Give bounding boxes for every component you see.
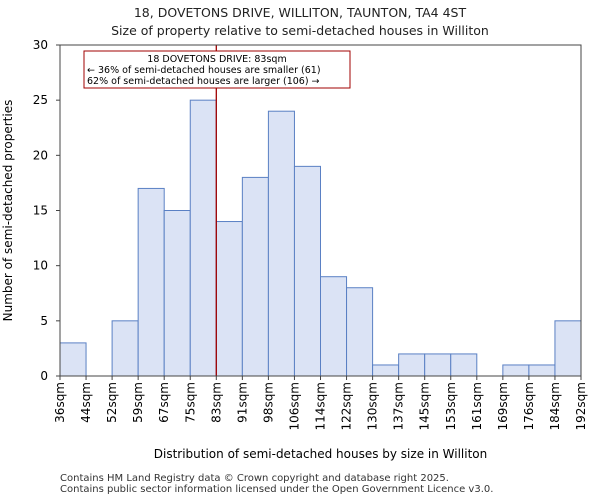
y-tick-label: 10 [33, 259, 48, 273]
x-tick-label: 176sqm [522, 382, 536, 430]
x-tick-label: 130sqm [366, 382, 380, 430]
bar-75sqm [189, 99, 217, 377]
x-tick-label: 161sqm [470, 382, 484, 430]
bar-67sqm [163, 210, 191, 377]
bar-130sqm [372, 364, 400, 377]
bar-145sqm [424, 353, 452, 377]
x-axis: 36sqm 44sqm 52sqm 59sqm 67sqm 75sqm 83sqm 91sqm… [53, 376, 588, 430]
x-tick-label: 169sqm [496, 382, 510, 430]
x-tick-label: 145sqm [418, 382, 432, 430]
y-tick-label: 20 [33, 148, 48, 162]
x-tick-label: 59sqm [131, 382, 145, 423]
y-tick-label: 25 [33, 93, 48, 107]
bar-114sqm [320, 276, 348, 377]
bar-52sqm [111, 320, 139, 377]
bar-98sqm [267, 110, 295, 377]
y-tick-label: 5 [40, 314, 48, 328]
bar-106sqm [293, 165, 322, 377]
bar-169sqm [502, 364, 530, 377]
bar-122sqm [346, 287, 374, 377]
y-tick-label: 30 [33, 38, 48, 52]
x-tick-label: 122sqm [340, 382, 354, 430]
x-tick-label: 106sqm [287, 382, 301, 430]
footer-line-1: Contains HM Land Registry data © Crown c… [60, 473, 449, 484]
y-tick-label: 15 [33, 204, 48, 218]
bar-59sqm [137, 187, 165, 377]
bar-184sqm [554, 320, 582, 377]
x-axis-label: Distribution of semi-detached houses by … [154, 447, 487, 461]
x-tick-label: 52sqm [105, 382, 119, 423]
annotation-box [83, 50, 351, 89]
x-tick-label: 137sqm [392, 382, 406, 430]
y-tick-label: 0 [40, 369, 48, 383]
x-tick-label: 153sqm [444, 382, 458, 430]
x-tick-label: 44sqm [79, 382, 93, 423]
footer-line-2: Contains public sector information licen… [60, 484, 494, 495]
annotation-line-3: 62% of semi-detached houses are larger (… [87, 76, 320, 87]
bar-36sqm [59, 342, 87, 377]
x-tick-label: 83sqm [209, 382, 223, 423]
bar-83sqm [215, 221, 243, 377]
x-tick-label: 98sqm [261, 382, 275, 423]
bar-176sqm [528, 364, 556, 377]
x-tick-label: 36sqm [53, 382, 67, 423]
chart-title: 18, DOVETONS DRIVE, WILLITON, TAUNTON, T… [133, 5, 467, 20]
x-tick-label: 67sqm [157, 382, 171, 423]
x-tick-label: 192sqm [574, 382, 588, 430]
x-tick-label: 75sqm [183, 382, 197, 423]
annotation-line-2: ← 36% of semi-detached houses are smalle… [87, 65, 321, 76]
bar-153sqm [450, 353, 478, 377]
y-axis: 0 5 10 15 20 25 30 [33, 38, 60, 383]
bars-group [59, 99, 582, 377]
x-tick-label: 91sqm [235, 382, 249, 423]
x-tick-label: 114sqm [314, 382, 328, 430]
x-tick-label: 184sqm [548, 382, 562, 430]
chart-subtitle: Size of property relative to semi-detach… [111, 23, 489, 38]
bar-137sqm [398, 353, 426, 377]
annotation-line-1: 18 DOVETONS DRIVE: 83sqm [147, 54, 286, 65]
y-axis-label: Number of semi-detached properties [1, 100, 15, 322]
bar-91sqm [241, 176, 269, 377]
